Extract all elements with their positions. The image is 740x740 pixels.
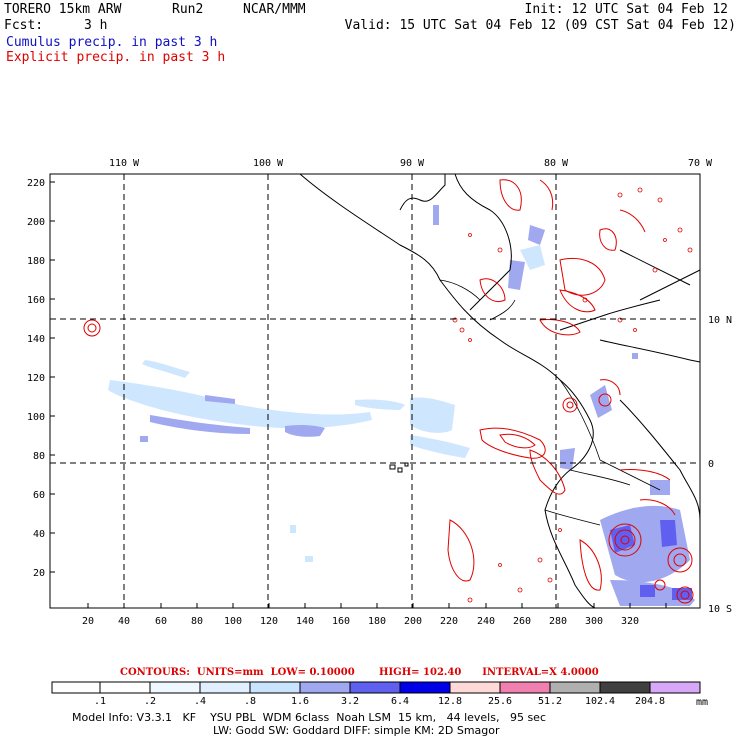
colorbar-label: 204.8 — [634, 696, 666, 707]
x-tick-label: 160 — [332, 616, 350, 627]
y-tick-label: 180 — [27, 256, 45, 267]
colorbar-label: 1.6 — [290, 696, 310, 707]
colorbar-label: 25.6 — [487, 696, 513, 707]
lon-label: 100 W — [253, 158, 284, 169]
x-tick-label: 100 — [224, 616, 242, 627]
fcst-value: 3 h — [84, 18, 108, 33]
run-label: Run2 — [172, 2, 204, 17]
valid-time: Valid: 15 UTC Sat 04 Feb 12 (09 CST Sat … — [344, 18, 736, 33]
x-tick-label: 180 — [368, 616, 386, 627]
cumulus-precip-areas — [108, 245, 545, 562]
x-tick-label: 140 — [296, 616, 314, 627]
x-tick-label: 220 — [440, 616, 458, 627]
x-tick-marks — [87, 603, 667, 608]
y-tick-label: 60 — [33, 490, 45, 501]
x-tick-label: 40 — [118, 616, 130, 627]
lat-label: 10 N — [708, 315, 732, 326]
x-tick-label: 60 — [155, 616, 167, 627]
legend-explicit: Explicit precip. in past 3 h — [6, 50, 226, 65]
model-info-line1: Model Info: V3.3.1 KF YSU PBL WDM 6class… — [72, 711, 546, 724]
colorbar-label: 12.8 — [437, 696, 463, 707]
x-tick-label: 260 — [513, 616, 531, 627]
x-tick-label: 300 — [585, 616, 603, 627]
colorbar-label: 6.4 — [390, 696, 410, 707]
center-label: NCAR/MMM — [243, 2, 306, 17]
y-tick-label: 220 — [27, 178, 45, 189]
country-borders — [439, 279, 661, 526]
cumulus-precip-intense — [610, 520, 692, 600]
y-tick-marks — [50, 181, 55, 573]
y-tick-label: 20 — [33, 568, 45, 579]
model-info-line2: LW: Godd SW: Goddard DIFF: simple KM: 2D… — [213, 724, 500, 737]
coastlines — [299, 173, 701, 609]
colorbar-unit: mm — [696, 697, 709, 708]
explicit-precip-contours — [83, 179, 694, 604]
colorbar — [51, 681, 701, 694]
y-tick-label: 100 — [27, 412, 45, 423]
colorbar-label: .4 — [193, 696, 207, 707]
lat-label: 10 S — [708, 604, 732, 615]
y-tick-label: 80 — [33, 451, 45, 462]
colorbar-label: 102.4 — [584, 696, 616, 707]
colorbar-label: 3.2 — [340, 696, 360, 707]
y-tick-label: 40 — [33, 529, 45, 540]
colorbar-label: .2 — [143, 696, 157, 707]
colorbar-label: .8 — [243, 696, 257, 707]
lon-label: 70 W — [688, 158, 713, 169]
x-tick-label: 20 — [82, 616, 94, 627]
lon-label: 90 W — [400, 158, 425, 169]
y-tick-label: 200 — [27, 217, 45, 228]
lon-label: 80 W — [544, 158, 569, 169]
x-tick-label: 320 — [621, 616, 639, 627]
explicit-precip-specks — [452, 187, 693, 603]
colorbar-label: 51.2 — [537, 696, 563, 707]
graticule — [50, 174, 700, 608]
legend-cumulus: Cumulus precip. in past 3 h — [6, 35, 218, 50]
x-tick-label: 200 — [404, 616, 422, 627]
x-tick-label: 120 — [260, 616, 278, 627]
fcst-label: Fcst: — [4, 18, 44, 33]
colorbar-label: .1 — [93, 696, 107, 707]
x-tick-label: 240 — [477, 616, 495, 627]
lat-label: 0 — [708, 459, 714, 470]
x-tick-label: 280 — [549, 616, 567, 627]
y-tick-label: 120 — [27, 373, 45, 384]
y-tick-label: 160 — [27, 295, 45, 306]
model-title: TORERO 15km ARW — [4, 2, 122, 17]
lon-label: 110 W — [109, 158, 140, 169]
y-tick-label: 140 — [27, 334, 45, 345]
contour-info: CONTOURS: UNITS=mm LOW= 0.10000 HIGH= 10… — [120, 667, 599, 678]
init-time: Init: 12 UTC Sat 04 Feb 12 — [524, 2, 729, 17]
x-tick-label: 80 — [191, 616, 203, 627]
